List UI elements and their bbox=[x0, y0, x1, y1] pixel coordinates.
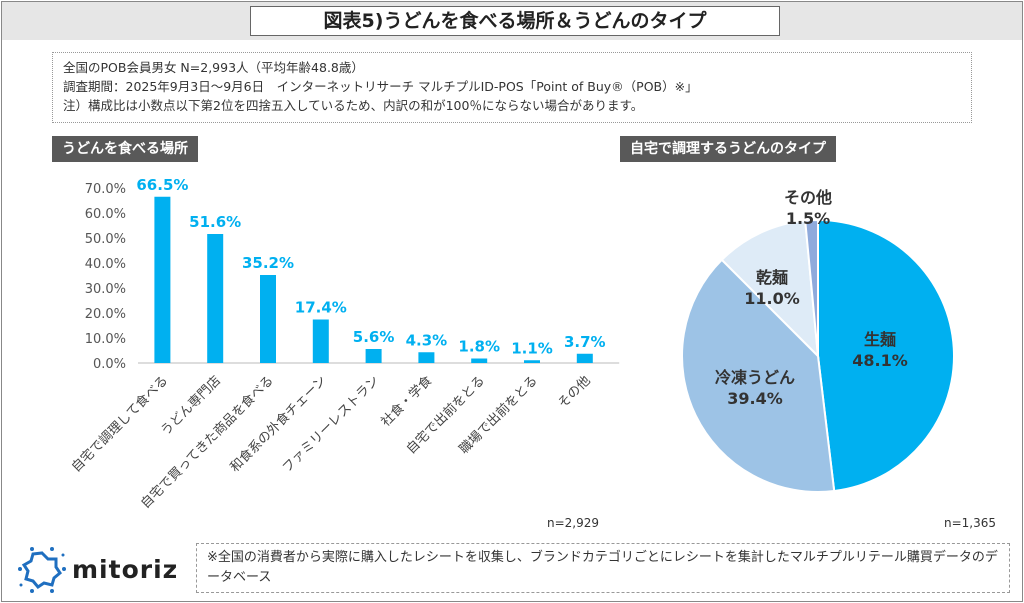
logo-text: mitoriz bbox=[72, 554, 179, 584]
bar bbox=[154, 196, 171, 363]
logo-icon bbox=[18, 547, 66, 593]
y-tick-label: 60.0% bbox=[85, 207, 126, 222]
bar bbox=[524, 360, 540, 363]
y-tick-label: 50.0% bbox=[85, 232, 126, 247]
x-tick-label: その他 bbox=[555, 373, 593, 411]
bar bbox=[207, 234, 224, 363]
data-label: 1.1% bbox=[511, 339, 553, 357]
data-label: 3.7% bbox=[564, 333, 606, 351]
data-label: 35.2% bbox=[242, 254, 294, 272]
bar bbox=[365, 349, 382, 363]
bar bbox=[260, 275, 276, 363]
bar-sample-size: n=2,929 bbox=[547, 516, 600, 530]
data-label: 5.6% bbox=[353, 328, 395, 346]
y-tick-label: 20.0% bbox=[85, 307, 126, 322]
mitoriz-logo: mitoriz bbox=[18, 545, 178, 593]
data-label: 66.5% bbox=[136, 176, 188, 194]
survey-info: 全国のPOB会員男女 N=2,993人（平均年齢48.8歳） 調査期間：2025… bbox=[52, 52, 972, 123]
figure-title: 図表5)うどんを食べる場所＆うどんのタイプ bbox=[250, 6, 780, 36]
x-tick-label: 和食系の外食チェーン bbox=[227, 373, 330, 476]
bar bbox=[471, 358, 488, 363]
bar bbox=[576, 353, 593, 363]
y-tick-label: 10.0% bbox=[85, 332, 126, 347]
info-line: 調査期間：2025年9月3日～9月6日 インターネットリサーチ マルチプルID-… bbox=[63, 79, 698, 94]
x-tick-label: 自宅で調理して食べる bbox=[68, 373, 171, 476]
data-label: 51.6% bbox=[189, 213, 241, 231]
pie-sample-size: n=1,365 bbox=[944, 516, 997, 530]
bar-chart: 0.0% 10.0% 20.0% 30.0% 40.0% 50.0% 60.0% 70.0% 6… bbox=[68, 176, 620, 512]
bar-chart-header: うどんを食べる場所 bbox=[52, 136, 198, 162]
y-tick-label: 70.0% bbox=[85, 182, 126, 197]
data-label: 1.8% bbox=[458, 338, 500, 356]
bar bbox=[312, 319, 329, 363]
data-label: 17.4% bbox=[295, 299, 347, 317]
bar bbox=[418, 352, 435, 363]
data-label: 4.3% bbox=[406, 331, 448, 349]
x-tick-label: 社食・学食 bbox=[378, 373, 435, 430]
y-tick-label: 0.0% bbox=[93, 357, 126, 372]
x-tick-label: ファミリーレストラン bbox=[280, 373, 383, 476]
pie-chart-header: 自宅で調理するうどんのタイプ bbox=[620, 136, 836, 162]
y-tick-label: 40.0% bbox=[85, 257, 126, 272]
info-line: 注）構成比は小数点以下第2位を四捨五入しているため、内訳の和が100％にならない… bbox=[63, 98, 644, 113]
footnote: ※全国の消費者から実際に購入したレシートを収集し、ブランドカテゴリごとにレシート… bbox=[196, 543, 1010, 593]
y-tick-label: 30.0% bbox=[85, 282, 126, 297]
info-line: 全国のPOB会員男女 N=2,993人（平均年齢48.8歳） bbox=[63, 60, 364, 75]
